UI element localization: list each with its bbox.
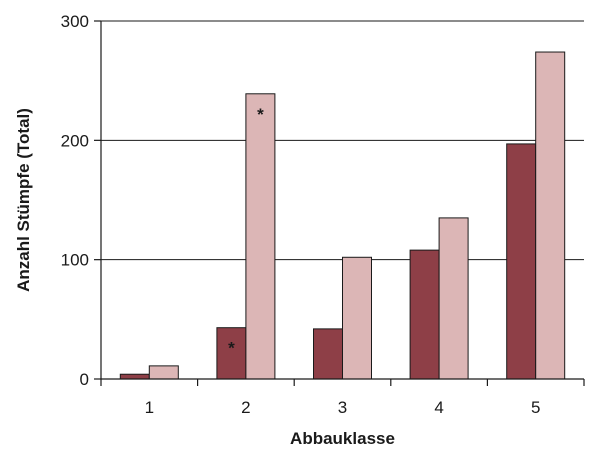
x-tick-label: 5	[531, 398, 540, 417]
x-tick-label: 3	[338, 398, 347, 417]
bar-series-2-cat-3	[342, 256, 372, 380]
significance-asterisk: *	[228, 339, 235, 358]
bar-series-2-cat-4	[438, 217, 469, 380]
bar-series-1-cat-1	[119, 373, 150, 380]
y-axis-title: Anzahl Stümpfe (Total)	[14, 108, 33, 292]
y-tick-label: 100	[61, 251, 89, 270]
bars	[119, 51, 566, 380]
bar-series-1-cat-2	[216, 327, 247, 380]
significance-asterisk: *	[257, 105, 264, 124]
x-tick-label: 2	[241, 398, 250, 417]
bar-series-2-cat-5	[535, 51, 566, 380]
bar-series-2-cat-2	[245, 93, 276, 380]
bar-series-1-cat-5	[506, 143, 537, 380]
x-tick-label: 4	[434, 398, 443, 417]
bar-series-1-cat-4	[409, 249, 440, 380]
x-ticks: 1 2 3 4 5	[100, 379, 585, 417]
y-ticks: 0 100 200 300	[61, 12, 101, 389]
bar-series-1-cat-3	[313, 328, 343, 380]
y-tick-label: 300	[61, 12, 89, 31]
axes	[100, 21, 584, 380]
y-tick-label: 0	[80, 370, 89, 389]
x-axis-title: Abbauklasse	[290, 429, 395, 448]
annotations: **	[228, 105, 264, 358]
x-tick-label: 1	[145, 398, 154, 417]
bar-series-2-cat-1	[148, 365, 179, 380]
y-tick-label: 200	[61, 131, 89, 150]
